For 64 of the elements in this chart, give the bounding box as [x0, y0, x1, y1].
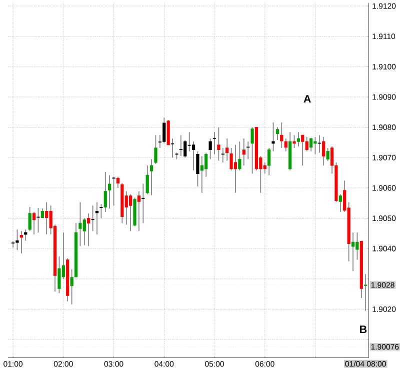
candlestick — [32, 211, 36, 235]
candlestick — [28, 206, 32, 232]
candlestick — [351, 232, 355, 272]
candlestick — [242, 138, 246, 166]
candlestick — [70, 268, 74, 305]
candlestick — [82, 218, 86, 246]
candlestick — [87, 212, 90, 247]
candlestick — [212, 132, 216, 155]
candlestick — [200, 156, 204, 194]
candlestick — [296, 132, 300, 147]
candlestick — [184, 140, 187, 158]
annotation: A — [304, 95, 311, 102]
candlestick — [338, 194, 342, 212]
candlestick — [78, 202, 82, 247]
candlestick — [250, 126, 254, 174]
candlestick — [305, 136, 308, 152]
candlestick — [24, 229, 28, 242]
candlestick — [100, 204, 103, 219]
candlestick — [58, 256, 61, 294]
candlestick — [146, 165, 149, 195]
candlestick — [162, 117, 166, 144]
candlestick — [318, 134, 321, 154]
candlestick — [322, 136, 326, 166]
candlestick — [276, 126, 280, 140]
candlestick — [284, 138, 288, 152]
candlestick — [326, 147, 330, 162]
candlestick — [104, 171, 107, 212]
candlestick — [45, 202, 48, 235]
candlestick — [20, 230, 23, 254]
candlestick — [112, 176, 116, 206]
candlestick — [91, 205, 94, 232]
candlestick — [217, 126, 220, 162]
candlestick — [154, 134, 158, 164]
candlestick — [196, 150, 200, 187]
candlestick — [116, 176, 120, 188]
candlestick — [309, 137, 313, 152]
candlestick — [137, 190, 141, 232]
candlestick — [40, 208, 44, 218]
candlestick — [280, 122, 284, 148]
candlestick — [230, 147, 233, 171]
candlestick — [246, 141, 250, 160]
candlestick — [36, 208, 40, 233]
candlestick — [166, 120, 170, 146]
candlestick — [95, 202, 99, 235]
candlestick — [204, 152, 208, 178]
candlestick — [268, 147, 271, 176]
candlestick — [301, 134, 304, 166]
candlestick — [170, 138, 174, 158]
candlestick — [221, 147, 224, 163]
annotation: B — [360, 326, 367, 334]
candlestick — [150, 158, 154, 196]
candlestick — [226, 138, 229, 162]
candlestick — [238, 141, 242, 171]
candlestick — [356, 232, 359, 260]
candlestick — [142, 183, 145, 224]
candlestick — [108, 174, 112, 210]
candlestick — [179, 134, 182, 157]
candlestick — [208, 138, 212, 160]
candlestick — [272, 122, 275, 152]
candlestick — [16, 229, 19, 251]
candlestick — [129, 194, 132, 232]
candlestick — [234, 144, 238, 194]
candlestick — [292, 134, 296, 148]
candlestick — [192, 141, 196, 171]
